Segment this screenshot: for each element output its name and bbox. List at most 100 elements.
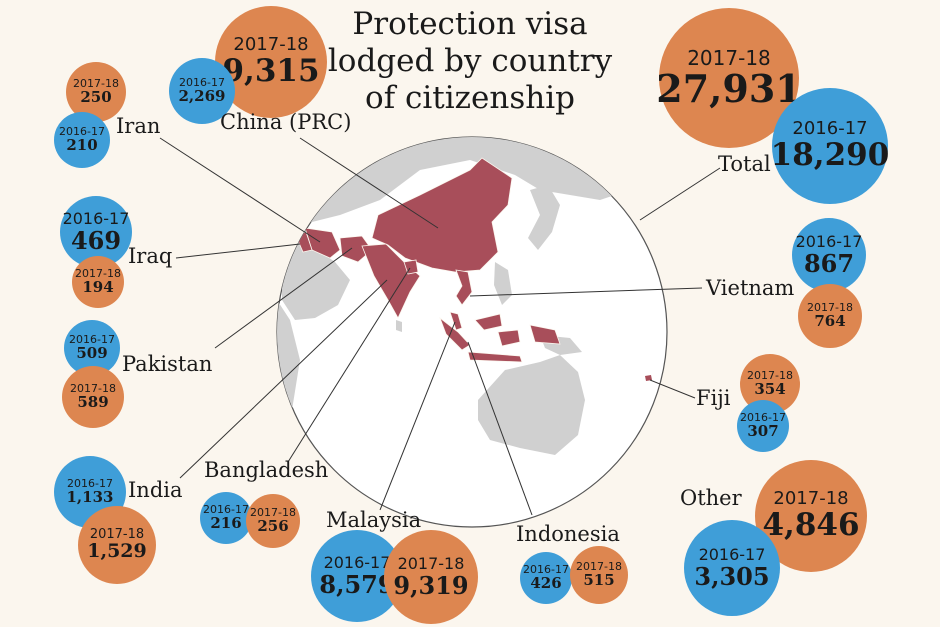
country-label-iraq: Iraq <box>128 244 173 268</box>
value: 867 <box>803 248 855 278</box>
country-label-vietnam: Vietnam <box>706 276 795 300</box>
leader-line-total <box>639 167 721 221</box>
value: 515 <box>583 570 615 589</box>
leader-line-fiji <box>649 379 696 399</box>
value: 9,315 <box>222 53 320 90</box>
leader-line-china <box>299 137 439 229</box>
year-label: 2016-17 <box>59 125 105 139</box>
year-label: 2017-18 <box>397 554 465 573</box>
leader-line-bangladesh <box>287 267 411 463</box>
leader-line-malaysia <box>379 321 456 511</box>
year-label: 2016-17 <box>67 477 113 491</box>
malaysia-2017-18-bubble: 2017-18 9,319 <box>384 530 478 624</box>
vietnam-2017-18-bubble: 2017-18 764 <box>798 284 862 348</box>
year-label: 2016-17 <box>69 333 115 347</box>
country-label-pakistan: Pakistan <box>122 352 213 376</box>
china-2016-17-bubble: 2016-17 2,269 <box>169 58 235 124</box>
title-line-1: Protection visa <box>352 6 588 42</box>
indonesia-2017-18-bubble: 2017-18 515 <box>570 546 628 604</box>
leader-line-pakistan <box>214 247 353 349</box>
title-line-2: lodged by country <box>327 43 613 79</box>
year-label: 2017-18 <box>773 488 849 510</box>
year-label: 2017-18 <box>70 382 116 396</box>
year-label: 2017-18 <box>73 77 119 91</box>
land-middle-east <box>282 225 350 320</box>
value: 509 <box>76 343 108 362</box>
value: 256 <box>257 516 289 535</box>
value: 1,133 <box>66 487 114 506</box>
year-label: 2016-17 <box>795 232 863 251</box>
highlight-india <box>361 243 421 319</box>
country-label-fiji: Fiji <box>696 386 731 410</box>
year-label: 2017-18 <box>807 301 853 315</box>
year-label: 2017-18 <box>747 369 793 383</box>
value: 210 <box>66 135 98 154</box>
country-label-malaysia: Malaysia <box>326 508 422 532</box>
title-line-3: of citizenship <box>365 80 575 116</box>
year-label: 2017-18 <box>687 45 771 70</box>
highlight-pakistan <box>339 235 373 263</box>
value: 1,529 <box>87 539 147 562</box>
year-label: 2016-17 <box>523 563 569 577</box>
bangladesh-2017-18-bubble: 2017-18 256 <box>246 494 300 548</box>
value: 216 <box>210 513 242 532</box>
leader-line-indonesia <box>467 341 533 516</box>
year-label: 2016-17 <box>62 209 130 228</box>
value: 18,290 <box>770 137 890 174</box>
year-label: 2017-18 <box>89 527 145 543</box>
year-label: 2017-18 <box>576 560 622 574</box>
year-label: 2016-17 <box>323 553 391 572</box>
leader-line-iran <box>159 137 321 243</box>
land-australia <box>478 355 585 455</box>
value: 469 <box>70 225 122 255</box>
value: 9,319 <box>393 570 469 600</box>
highlight-indonesia <box>439 316 561 363</box>
fiji-2016-17-bubble: 2016-17 307 <box>737 400 789 452</box>
highlight-fiji <box>645 375 652 381</box>
value: 4,846 <box>762 507 860 544</box>
other-2016-17-bubble: 2016-17 3,305 <box>684 520 780 616</box>
highlight-vietnam <box>455 269 473 306</box>
leader-line-iraq <box>175 243 301 259</box>
leader-line-india <box>179 279 388 479</box>
year-label: 2016-17 <box>203 503 249 517</box>
year-label: 2017-18 <box>75 267 121 281</box>
value: 426 <box>530 573 562 592</box>
value: 307 <box>747 421 779 440</box>
value: 354 <box>754 379 786 398</box>
iraq-2017-18-bubble: 2017-18 194 <box>72 256 124 308</box>
year-label: 2016-17 <box>179 76 225 90</box>
highlight-china <box>371 157 513 273</box>
year-label: 2016-17 <box>698 545 766 564</box>
year-label: 2017-18 <box>233 34 309 56</box>
value: 2,269 <box>178 86 226 105</box>
value: 589 <box>77 392 109 411</box>
value: 764 <box>814 311 846 330</box>
bangladesh-2016-17-bubble: 2016-17 216 <box>200 492 252 544</box>
year-label: 2016-17 <box>792 118 868 140</box>
chart-title: Protection visa lodged by country of cit… <box>300 6 640 117</box>
land-sri-lanka <box>396 320 402 332</box>
year-label: 2017-18 <box>250 506 296 520</box>
value: 8,579 <box>319 569 395 599</box>
leader-line-vietnam <box>469 287 703 297</box>
country-label-iran: Iran <box>116 114 161 138</box>
country-label-total: Total <box>718 152 771 176</box>
value: 27,931 <box>656 65 802 111</box>
other-2017-18-bubble: 2017-18 4,846 <box>755 460 867 572</box>
value: 3,305 <box>694 561 770 591</box>
iran-2016-17-bubble: 2016-17 210 <box>54 112 110 168</box>
indonesia-2016-17-bubble: 2016-17 426 <box>520 552 572 604</box>
country-label-india: India <box>128 478 183 502</box>
country-label-china: China (PRC) <box>220 110 352 134</box>
highlight-bangladesh <box>403 259 419 275</box>
pakistan-2017-18-bubble: 2017-18 589 <box>62 366 124 428</box>
country-label-other: Other <box>680 486 742 510</box>
value: 194 <box>82 277 114 296</box>
vietnam-2016-17-bubble: 2016-17 867 <box>792 218 866 292</box>
country-label-indonesia: Indonesia <box>516 522 620 546</box>
india-2017-18-bubble: 2017-18 1,529 <box>78 506 156 584</box>
value: 250 <box>80 87 112 106</box>
